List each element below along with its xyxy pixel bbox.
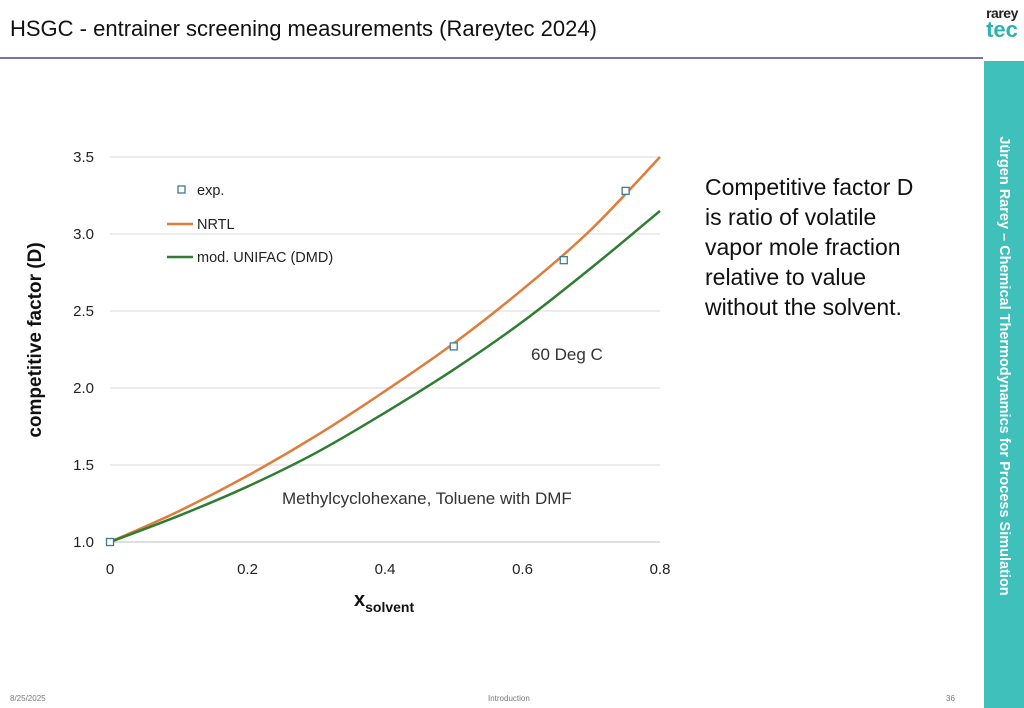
legend-label: NRTL <box>197 217 235 233</box>
legend-label: exp. <box>197 183 224 199</box>
x-axis-title: xsolvent <box>354 589 414 615</box>
rareytec-logo: rarey tec <box>981 5 1023 42</box>
footer-section: Introduction <box>488 694 530 703</box>
y-tick-label: 3.0 <box>73 226 94 243</box>
x-tick-label: 0.2 <box>237 561 258 578</box>
slide-title: HSGC - entrainer screening measurements … <box>10 16 597 41</box>
legend: exp. NRTL mod. UNIFAC (DMD) <box>167 183 333 266</box>
legend-label: mod. UNIFAC (DMD) <box>197 250 333 266</box>
series-line-nrtl <box>109 156 661 544</box>
y-axis-title: competitive factor (D) <box>25 242 46 437</box>
footer-date: 8/25/2025 <box>10 694 46 703</box>
x-axis-title-sub: solvent <box>365 599 414 615</box>
data-point <box>105 537 115 547</box>
logo-top-text: rarey <box>986 5 1018 21</box>
x-tick-label: 0.6 <box>512 561 533 578</box>
title-divider <box>0 57 983 59</box>
legend-marker-exp <box>177 185 186 194</box>
x-tick-label: 0.8 <box>650 561 671 578</box>
footer-page-number: 36 <box>946 694 955 703</box>
data-point <box>559 256 568 265</box>
data-point <box>621 186 630 196</box>
y-tick-labels: 1.0 1.5 2.0 2.5 3.0 3.5 <box>73 149 94 551</box>
x-tick-label: 0.4 <box>375 561 396 578</box>
logo-bottom-text: tec <box>986 17 1018 42</box>
series-layer <box>105 156 661 547</box>
y-tick-label: 1.5 <box>73 457 94 474</box>
x-tick-labels: 0 0.2 0.4 0.6 0.8 <box>106 561 671 578</box>
y-tick-label: 3.5 <box>73 149 94 166</box>
grid-layer <box>110 156 660 466</box>
x-tick-label: 0 <box>106 561 114 578</box>
system-annotation: Methylcyclohexane, Toluene with DMF <box>282 489 572 508</box>
y-tick-label: 2.0 <box>73 380 94 397</box>
competitive-factor-description: Competitive factor D is ratio of volatil… <box>705 174 914 320</box>
series-line-mod-unifac-dmd <box>109 209 661 544</box>
temperature-annotation: 60 Deg C <box>531 345 603 364</box>
side-banner <box>984 61 1024 708</box>
y-tick-label: 2.5 <box>73 303 94 320</box>
x-axis-title-main: x <box>354 589 365 611</box>
data-point <box>449 342 458 351</box>
y-tick-label: 1.0 <box>73 534 94 551</box>
